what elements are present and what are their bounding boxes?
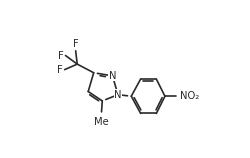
Text: F: F	[58, 65, 63, 75]
Text: NO₂: NO₂	[180, 91, 199, 101]
Text: F: F	[58, 51, 64, 61]
Text: N: N	[109, 71, 116, 81]
Text: F: F	[73, 39, 78, 49]
Text: Me: Me	[94, 117, 109, 127]
Text: N: N	[114, 90, 122, 100]
